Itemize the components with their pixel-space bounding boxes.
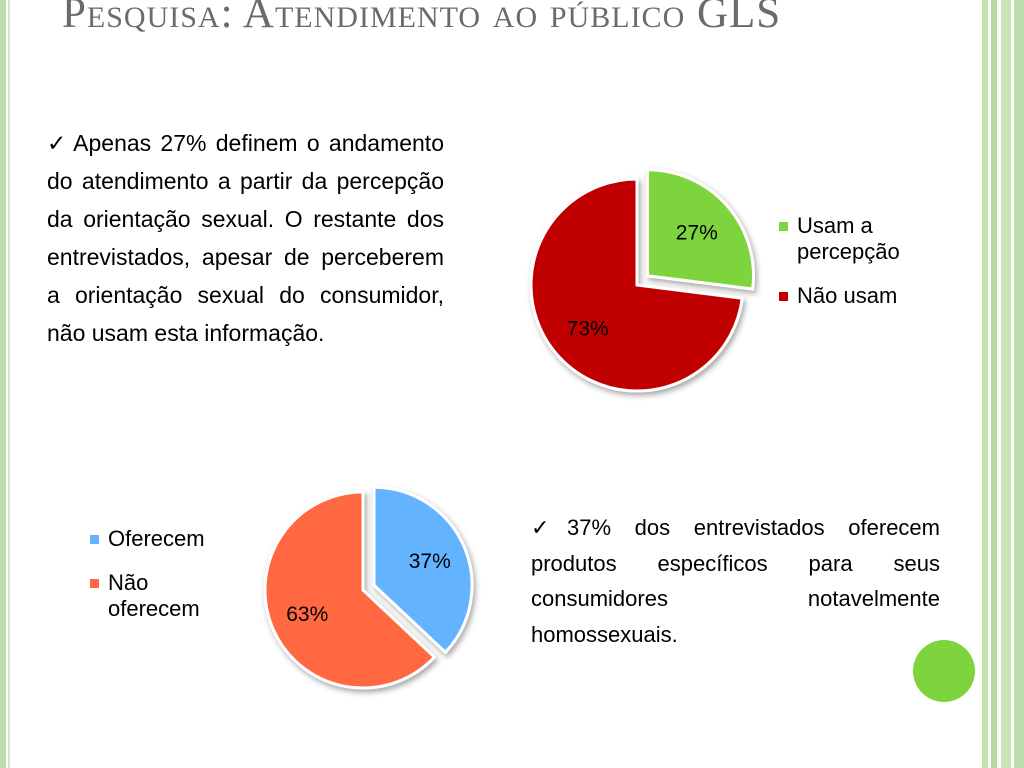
legend-item: Usam a percepção bbox=[779, 213, 929, 265]
legend-item: Não usam bbox=[779, 283, 929, 309]
legend-swatch bbox=[90, 535, 99, 544]
legend-percepcao: Usam a percepção Não usam bbox=[779, 213, 929, 327]
frame-left-bar bbox=[0, 0, 6, 768]
frame-right-stripe bbox=[982, 0, 988, 768]
pie-slice bbox=[529, 177, 744, 393]
pie-data-label: 27% bbox=[676, 221, 718, 244]
paragraph-produtos: ✓37% dos entrevistados oferecem produtos… bbox=[531, 510, 940, 652]
pie-data-label: 73% bbox=[567, 317, 609, 340]
paragraph-produtos-text: 37% dos entrevistados oferecem produtos … bbox=[531, 515, 940, 647]
legend-label: Não usam bbox=[797, 283, 898, 308]
decorative-circle bbox=[913, 640, 975, 702]
legend-produtos: Oferecem Não oferecem bbox=[90, 526, 230, 640]
legend-swatch bbox=[779, 292, 788, 301]
frame-left-line bbox=[8, 0, 10, 768]
paragraph-percepcao-text: Apenas 27% definem o andamento do atendi… bbox=[47, 130, 444, 346]
pie-chart-percepcao: 27% 73% bbox=[529, 168, 755, 393]
legend-swatch bbox=[90, 579, 99, 588]
pie-data-label: 37% bbox=[409, 550, 451, 573]
pie-slice bbox=[263, 490, 437, 690]
legend-label: Não oferecem bbox=[108, 570, 200, 621]
paragraph-percepcao: ✓ Apenas 27% definem o andamento do atend… bbox=[47, 124, 444, 352]
legend-label: Oferecem bbox=[108, 526, 205, 551]
legend-item: Não oferecem bbox=[90, 570, 230, 622]
frame-right-stripe bbox=[1014, 0, 1024, 768]
frame-right-stripe bbox=[1001, 0, 1011, 768]
pie-data-label: 63% bbox=[286, 603, 328, 626]
slide-title: Pesquisa: Atendimento ao público GLS bbox=[62, 0, 782, 37]
legend-label: Usam a percepção bbox=[797, 213, 900, 264]
check-icon: ✓ bbox=[531, 515, 567, 540]
pie-slice bbox=[372, 485, 474, 655]
pie-chart-produtos: 37% 63% bbox=[263, 485, 474, 690]
pie-slice bbox=[646, 168, 755, 291]
legend-item: Oferecem bbox=[90, 526, 230, 552]
check-icon: ✓ bbox=[47, 130, 70, 156]
frame-right-stripe bbox=[991, 0, 997, 768]
legend-swatch bbox=[779, 222, 788, 231]
